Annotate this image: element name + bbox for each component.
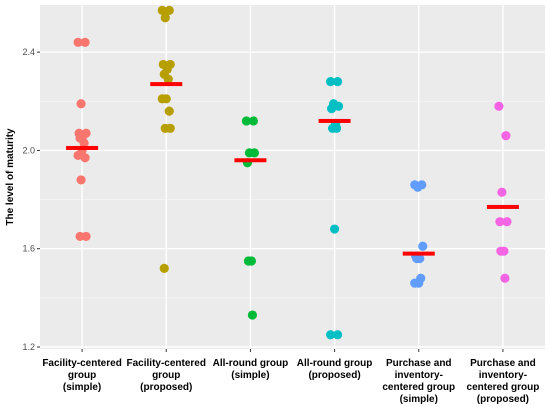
x-tick-label: group	[152, 370, 180, 381]
data-point	[75, 231, 85, 242]
y-tick-label: 1.2	[22, 342, 35, 352]
data-point	[164, 5, 174, 15]
x-tick-label: All-round group	[297, 358, 373, 369]
data-point	[159, 263, 169, 273]
data-point	[325, 330, 336, 340]
data-point	[502, 217, 512, 227]
grid-major	[40, 5, 545, 349]
data-point	[157, 94, 167, 104]
y-tick-label: 1.6	[22, 244, 35, 254]
x-tick-label: Facility-centered	[42, 358, 121, 369]
x-tick-label: (simple)	[400, 394, 438, 405]
data-point	[500, 273, 510, 283]
grid-minor	[40, 100, 545, 299]
data-point	[331, 123, 342, 133]
data-point	[410, 278, 420, 288]
data-point	[163, 74, 173, 84]
x-tick-label: Purchase and	[386, 358, 452, 369]
x-tick-label: All-round group	[213, 358, 289, 369]
data-point	[241, 116, 252, 126]
data-point	[495, 217, 505, 227]
x-tick-label: inventory-	[479, 370, 527, 381]
y-axis: 1.2 1.6 2.0 2.4	[22, 47, 40, 352]
x-tick-label: centered group	[382, 382, 455, 393]
data-point	[164, 106, 174, 116]
x-tick-label: Facility-centered	[127, 358, 206, 369]
mean-marker	[234, 158, 267, 163]
x-axis: Facility-centeredgroup(simple)Facility-c…	[42, 349, 539, 405]
data-point	[80, 37, 90, 47]
mean-marker	[318, 118, 351, 123]
x-tick-label: centered group	[467, 382, 540, 393]
mean-marker	[66, 145, 99, 150]
data-point	[494, 101, 504, 111]
data-point	[333, 101, 344, 111]
data-point	[79, 138, 89, 148]
data-point	[332, 330, 343, 340]
data-point	[326, 104, 337, 114]
data-point	[76, 99, 86, 109]
data-point	[165, 123, 175, 133]
data-points	[73, 5, 512, 340]
data-point	[73, 150, 83, 160]
y-axis-title: The level of maturity	[5, 128, 16, 226]
plot-panel	[40, 5, 545, 349]
data-point	[249, 148, 260, 158]
mean-marker	[486, 204, 519, 209]
data-point	[76, 175, 86, 185]
data-point	[497, 187, 507, 197]
data-point	[248, 116, 259, 126]
data-point	[325, 77, 336, 87]
y-tick-label: 2.4	[22, 47, 35, 57]
data-point	[243, 256, 254, 266]
mean-marker	[150, 82, 183, 87]
mean-markers	[66, 82, 519, 256]
mean-marker	[402, 251, 435, 256]
data-point	[329, 224, 340, 234]
x-tick-label: (simple)	[231, 370, 269, 381]
data-point	[73, 37, 83, 47]
data-point	[80, 153, 90, 163]
data-point	[332, 77, 343, 87]
x-tick-label: (proposed)	[308, 370, 360, 381]
data-point	[496, 246, 506, 256]
x-tick-label: (proposed)	[140, 382, 192, 393]
x-tick-label: group	[68, 370, 96, 381]
data-point	[160, 13, 170, 23]
y-tick-label: 2.0	[22, 145, 35, 155]
data-point	[501, 131, 511, 141]
x-tick-label: Purchase and	[470, 358, 536, 369]
x-tick-label: (simple)	[63, 382, 101, 393]
x-tick-label: (proposed)	[477, 394, 529, 405]
data-point	[418, 241, 428, 251]
data-point	[412, 253, 422, 264]
data-point	[247, 310, 258, 320]
x-tick-label: inventory-	[395, 370, 443, 381]
data-point	[413, 182, 423, 192]
data-point	[157, 5, 167, 15]
